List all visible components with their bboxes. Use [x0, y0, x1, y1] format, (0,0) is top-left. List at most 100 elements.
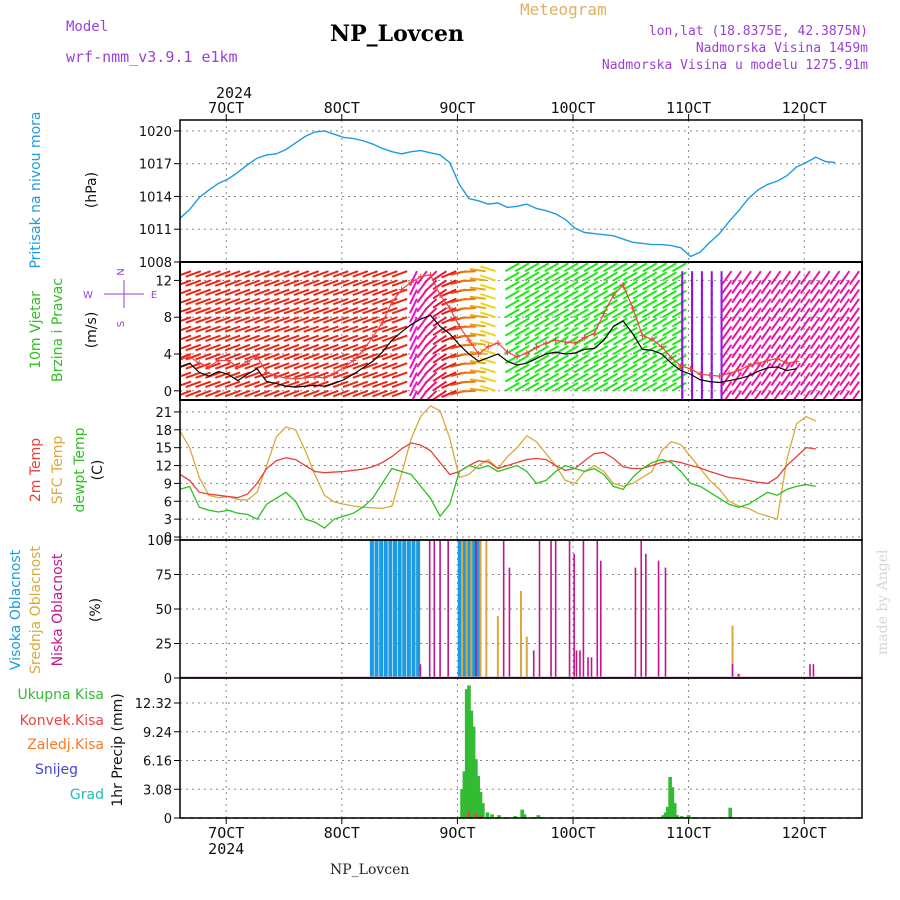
wind-arrow	[741, 289, 752, 304]
gust-marker	[677, 362, 684, 369]
y-tick-label: 3.08	[143, 783, 172, 798]
wind-arrow	[254, 334, 270, 343]
wind-arrow	[459, 307, 476, 310]
wind-arrow	[524, 381, 540, 392]
wind-arrow	[409, 316, 418, 333]
wind-arrow	[741, 270, 752, 285]
wind-arrow	[760, 298, 772, 313]
wind-arrow	[790, 298, 801, 313]
x-day-label-bottom: 9OCT	[439, 824, 475, 842]
wind-arrow	[391, 353, 408, 361]
wind-arrow	[224, 343, 241, 352]
gust-marker	[571, 339, 578, 346]
wind-arrow	[544, 317, 560, 328]
wind-arrow	[829, 307, 841, 322]
wind-arrow	[514, 372, 530, 383]
wind-arrow	[642, 299, 658, 309]
wind-arrow	[362, 380, 379, 389]
pressure-line	[179, 130, 836, 258]
wind-arrow	[180, 279, 192, 286]
cloud-label-1: Visoka Oblacnost	[8, 549, 24, 670]
rain-bar	[481, 803, 485, 818]
wind-arrow	[381, 307, 398, 315]
wind-arrow	[391, 270, 408, 278]
wind-arrow	[322, 343, 339, 352]
wind-arrow	[829, 298, 841, 313]
wind-arrow	[432, 371, 447, 383]
wind-arrow	[224, 371, 241, 379]
wind-arrow	[273, 288, 290, 297]
wind-arrow	[504, 308, 520, 319]
wind-arrow	[573, 280, 589, 291]
wind-arrow	[671, 335, 687, 346]
wind-arrow	[819, 289, 831, 304]
wind-arrow	[424, 288, 438, 302]
wind-arrow	[303, 307, 320, 315]
gust-marker	[697, 371, 704, 378]
wind-arrow	[851, 390, 860, 400]
wind-arrow	[185, 316, 202, 324]
wind-arrow	[293, 270, 310, 278]
rain-bar	[471, 726, 476, 818]
wind-arrow	[224, 288, 241, 297]
wind-arrow	[372, 380, 388, 389]
wind-arrow	[234, 279, 251, 287]
wind-arrow	[185, 334, 202, 343]
wind-arrow	[244, 334, 261, 343]
wind-arrow	[352, 307, 369, 315]
x-day-label-top: 9OCT	[439, 99, 475, 117]
wind-arrow	[322, 307, 339, 315]
wind-arrow	[205, 389, 221, 398]
wind-arrow	[273, 325, 290, 333]
wind-arrow	[362, 270, 379, 278]
wind-arrow	[573, 381, 589, 392]
wind-arrow	[180, 325, 182, 328]
y-tick-label: 9	[164, 477, 172, 492]
wind-arrow	[303, 288, 320, 297]
wind-arrow	[224, 380, 241, 389]
wind-arrow	[534, 354, 550, 365]
wind-arrow	[234, 353, 251, 361]
wind-arrow	[313, 362, 329, 370]
wind-arrow	[544, 326, 560, 337]
wind-arrow	[441, 316, 457, 325]
wind-arrow	[224, 353, 241, 361]
wind-arrow	[642, 271, 658, 282]
wind-arrow	[573, 372, 589, 383]
wind-arrow	[180, 380, 192, 387]
y-tick-label: 21	[155, 406, 172, 421]
wind-arrow	[409, 279, 418, 296]
wind-arrow	[741, 307, 752, 322]
wind-arrow	[322, 325, 339, 333]
wind-arrow	[185, 353, 202, 361]
rain-bar	[476, 776, 481, 818]
wind-arrow	[180, 362, 182, 365]
model-label: Model	[66, 19, 109, 35]
wind-arrow	[612, 271, 628, 282]
wind-arrow	[721, 270, 733, 285]
cloud-label-2: Srednja Oblacnost	[28, 546, 44, 674]
wind-arrow	[534, 289, 550, 300]
wind-arrow	[362, 279, 379, 287]
wind-arrow	[583, 335, 599, 346]
wind-arrow	[362, 288, 379, 297]
wind-arrow	[829, 344, 841, 359]
high-cloud-bar	[476, 540, 481, 678]
low-cloud-bar	[502, 540, 505, 678]
wind-arrow	[622, 280, 638, 291]
wind-arrow	[381, 389, 398, 398]
wind-arrow	[264, 389, 280, 398]
wind-arrow	[416, 316, 428, 331]
low-cloud-bar	[812, 664, 815, 678]
temperature-label-3: dewpt Temp	[72, 427, 88, 512]
gust-marker	[254, 353, 261, 360]
wind-arrow	[839, 344, 851, 359]
wind-arrow	[480, 265, 496, 273]
wind-arrow	[622, 345, 638, 355]
wind-arrow	[612, 280, 628, 291]
wind-arrow	[283, 353, 300, 361]
low-cloud-bar	[587, 657, 589, 678]
wind_speed-line	[180, 314, 797, 388]
wind-arrow	[303, 297, 320, 306]
wind-arrow	[829, 353, 841, 368]
